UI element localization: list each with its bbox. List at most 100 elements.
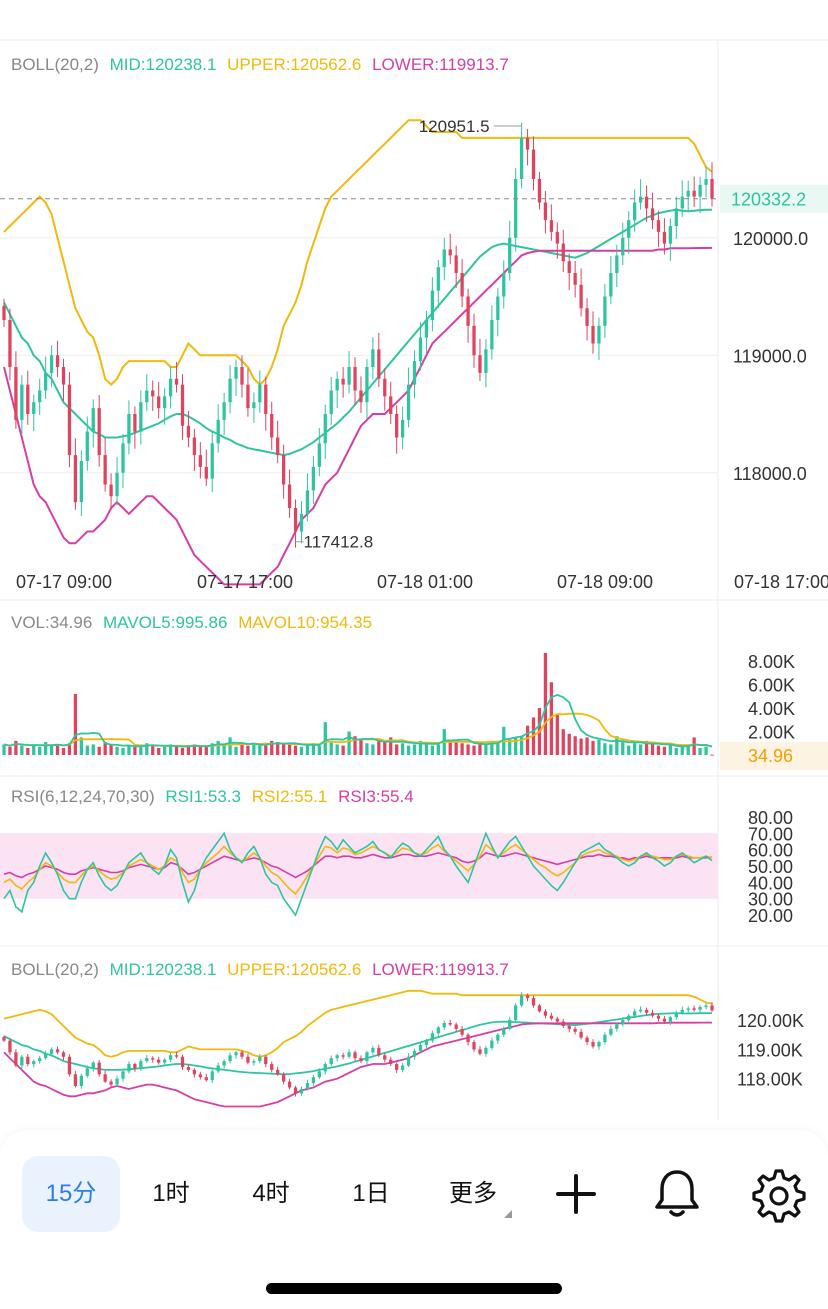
main-candle — [686, 180, 690, 212]
vol-bar — [347, 731, 351, 755]
vol-bar — [466, 744, 470, 755]
main-candle — [508, 220, 512, 281]
vol-bar — [252, 743, 256, 755]
rsi-y-tick: 30.00 — [748, 890, 793, 910]
vol-bar — [454, 742, 458, 755]
main-candle — [192, 428, 197, 472]
boll2-candle — [644, 1007, 649, 1016]
main-y-tick: 118000.0 — [733, 464, 807, 484]
main-candle — [359, 376, 363, 413]
vol-bar — [311, 743, 316, 755]
vol-bar — [44, 742, 48, 755]
main-candle — [597, 317, 601, 360]
vol-bar — [555, 713, 559, 755]
vol-bar — [97, 746, 101, 755]
boll2-candle — [585, 1035, 589, 1045]
main-candle — [644, 185, 649, 222]
vol-bar — [365, 743, 369, 755]
main-candle — [543, 191, 548, 234]
boll2-candle — [281, 1072, 286, 1085]
main-candle — [377, 332, 381, 387]
tab-15m[interactable]: 15分 — [22, 1156, 120, 1232]
boll2-candle — [61, 1050, 66, 1061]
vol-bar — [389, 737, 393, 755]
vol-bar — [692, 737, 696, 755]
boll2-candle — [359, 1055, 363, 1064]
rsi-y-tick: 70.00 — [748, 824, 793, 844]
main-candle — [412, 350, 417, 399]
plus-icon[interactable] — [544, 1162, 608, 1226]
boll2-candle — [311, 1075, 316, 1086]
main-candle — [127, 400, 131, 455]
vol-bar — [157, 747, 161, 755]
chart-canvas[interactable]: BOLL(20,2) MID:120238.1 UPPER:120562.6 L… — [0, 0, 828, 1130]
vol-bar — [323, 722, 327, 755]
tab-more[interactable]: 更多 — [424, 1156, 522, 1232]
vol-bar — [644, 740, 649, 755]
boll2-candle — [341, 1052, 345, 1060]
boll2-candle — [287, 1078, 292, 1090]
vol-bar — [276, 742, 280, 755]
boll2-candle — [668, 1015, 672, 1025]
tab-more-label: 更多 — [449, 1180, 497, 1207]
boll2-candle — [484, 1045, 488, 1057]
bell-icon[interactable] — [645, 1162, 709, 1226]
gear-icon[interactable] — [745, 1162, 809, 1226]
boll2-candle — [8, 1038, 12, 1055]
tab-1h[interactable]: 1时 — [152, 1180, 190, 1207]
main-candle — [406, 367, 411, 428]
vol-bar — [139, 744, 143, 755]
current-price-box — [720, 184, 828, 213]
vol-bar — [543, 652, 548, 755]
main-y-tick: 119000.0 — [733, 346, 807, 366]
vol-bar — [55, 744, 60, 755]
boll2-y-tick: 119.00K — [737, 1040, 803, 1060]
main-candle — [502, 260, 506, 309]
main-candle — [454, 245, 458, 289]
vol-bar — [377, 740, 381, 755]
boll2-candle — [603, 1032, 607, 1045]
rsi-legend-1: RSI1:53.3 — [165, 787, 241, 806]
main-lower-band — [3, 246, 713, 586]
main-candle — [2, 298, 6, 328]
boll2-candle — [276, 1066, 280, 1076]
vol-bar — [192, 744, 197, 755]
vol-bar — [32, 744, 36, 755]
boll2-legend: BOLL(20,2) MID:120238.1 UPPER:120562.6 L… — [11, 960, 509, 979]
boll2-candle — [163, 1058, 167, 1066]
main-candle — [61, 358, 66, 402]
boll2-candle — [186, 1063, 191, 1072]
tab-1d[interactable]: 1日 — [352, 1180, 390, 1207]
main-candle — [383, 368, 387, 411]
main-candle — [424, 310, 429, 354]
vol-bar — [478, 743, 482, 755]
vol-bar — [210, 743, 214, 755]
main-candle — [430, 277, 435, 332]
boll2-candle — [662, 1015, 667, 1024]
main-candle — [490, 305, 494, 360]
boll2-candle — [519, 992, 524, 1008]
vol-bar — [234, 746, 238, 755]
main-candle — [627, 211, 631, 254]
main-candle — [448, 233, 452, 265]
vol-bar — [603, 743, 607, 755]
vol-bar — [686, 745, 690, 755]
boll2-candle — [638, 1006, 643, 1013]
main-candle — [299, 500, 304, 544]
vol-bar — [627, 745, 631, 755]
boll2-candle — [26, 1053, 30, 1067]
main-candle — [264, 376, 268, 431]
vol-bar — [299, 746, 304, 755]
main-candle — [139, 390, 143, 445]
rsi3-line — [3, 852, 713, 879]
main-candle — [252, 392, 256, 423]
boll2-candle — [216, 1062, 220, 1074]
main-candle — [329, 376, 333, 426]
boll2-candle — [299, 1086, 304, 1096]
main-candle — [472, 313, 476, 368]
rsi-y-tick: 80.00 — [748, 808, 793, 828]
boll2-candle — [692, 1005, 696, 1012]
rsi-band — [0, 833, 718, 899]
tab-4h[interactable]: 4时 — [252, 1180, 290, 1207]
